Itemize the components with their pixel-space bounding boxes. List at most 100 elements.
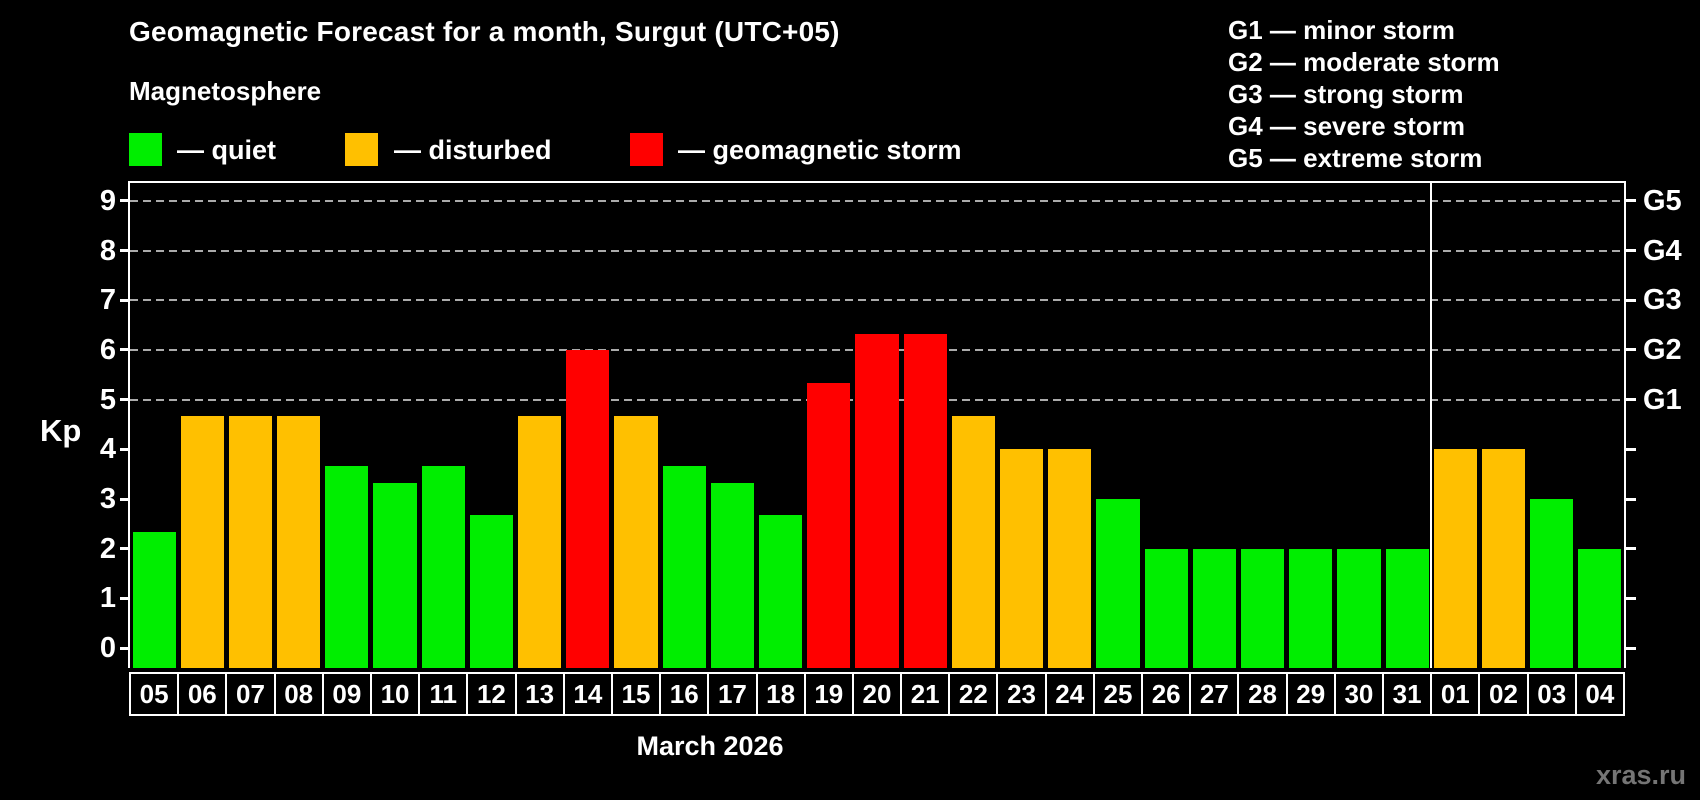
x-label-day-06: 06 <box>177 672 228 716</box>
y-tick-left-2 <box>120 547 130 551</box>
bar-day-12 <box>469 515 514 668</box>
bar-day-28 <box>1240 548 1285 668</box>
y-tick-label-8: 8 <box>99 234 116 267</box>
bar-day-23 <box>999 449 1044 668</box>
x-label-day-07: 07 <box>225 672 276 716</box>
x-label-day-12: 12 <box>466 672 517 716</box>
y-tick-label-9: 9 <box>99 184 116 217</box>
x-label-day-30: 30 <box>1333 672 1385 716</box>
plot-area <box>128 181 1626 668</box>
y-tick-right-8 <box>1624 249 1636 253</box>
x-label-day-17: 17 <box>707 672 758 716</box>
x-label-day-04: 04 <box>1574 672 1625 716</box>
right-scale-label-G2: G2 <box>1643 333 1682 366</box>
x-axis-title: March 2026 <box>636 731 784 761</box>
storm-scale-line-5: G5 — extreme storm <box>1228 143 1483 173</box>
y-tick-left-1 <box>120 596 130 600</box>
y-tick-label-6: 6 <box>99 333 116 366</box>
month-separator-line <box>1430 183 1433 668</box>
right-scale-label-G3: G3 <box>1643 284 1682 317</box>
y-tick-left-3 <box>120 497 130 501</box>
x-label-day-15: 15 <box>610 672 662 716</box>
quiet-legend-label: — quiet <box>177 135 276 165</box>
bar-day-14 <box>566 349 610 668</box>
legend-title: Magnetosphere <box>129 76 322 106</box>
y-tick-right-9 <box>1624 199 1636 203</box>
storm-scale-line-2: G2 — moderate storm <box>1228 47 1500 77</box>
storm-scale-line-4: G4 — severe storm <box>1228 111 1466 141</box>
bar-day-04 <box>1578 548 1622 668</box>
bar-day-06 <box>180 416 224 668</box>
bar-day-19 <box>807 383 851 668</box>
bar-day-30 <box>1337 548 1381 668</box>
x-label-day-28: 28 <box>1237 672 1288 716</box>
bar-day-10 <box>373 482 417 668</box>
bar-day-25 <box>1096 499 1140 668</box>
x-label-day-11: 11 <box>418 672 469 716</box>
y-tick-label-1: 1 <box>99 582 116 615</box>
x-label-day-01: 01 <box>1430 672 1481 716</box>
bar-day-29 <box>1289 548 1333 668</box>
right-scale-label-G4: G4 <box>1643 234 1682 267</box>
y-tick-left-4 <box>120 447 130 451</box>
x-label-day-19: 19 <box>803 672 854 716</box>
storm-scale-legend: G1 — minor storm G2 — moderate storm G3 — … <box>1228 14 1500 174</box>
x-label-day-05: 05 <box>129 672 180 716</box>
x-label-day-10: 10 <box>369 672 421 716</box>
bar-day-01 <box>1433 449 1477 668</box>
bar-day-09 <box>325 465 369 668</box>
y-tick-left-9 <box>120 199 130 203</box>
bar-day-26 <box>1144 548 1188 668</box>
x-label-day-16: 16 <box>659 672 710 716</box>
x-label-day-18: 18 <box>755 672 806 716</box>
y-tick-left-8 <box>120 249 130 253</box>
disturbed-legend-swatch <box>345 133 378 166</box>
right-scale-label-G5: G5 <box>1643 184 1682 217</box>
bar-day-08 <box>277 416 321 668</box>
storm-scale-line-3: G3 — strong storm <box>1228 79 1464 109</box>
bar-day-27 <box>1192 548 1236 668</box>
bar-day-05 <box>132 532 176 668</box>
x-label-day-26: 26 <box>1141 672 1192 716</box>
right-scale-label-G1: G1 <box>1643 383 1682 416</box>
x-label-day-02: 02 <box>1478 672 1529 716</box>
grid-line-kp8 <box>130 249 1624 252</box>
y-tick-right-6 <box>1624 348 1636 352</box>
bar-day-03 <box>1530 499 1574 668</box>
y-tick-label-2: 2 <box>99 532 116 565</box>
disturbed-legend-label: — disturbed <box>394 135 552 165</box>
chart-title: Geomagnetic Forecast for a month, Surgut… <box>129 16 840 47</box>
bar-day-11 <box>421 465 465 668</box>
x-label-day-20: 20 <box>851 672 903 716</box>
y-tick-label-3: 3 <box>99 483 116 516</box>
bar-day-21 <box>903 333 947 668</box>
bar-day-22 <box>951 416 995 668</box>
grid-line-kp7 <box>130 299 1624 302</box>
bar-day-02 <box>1481 449 1526 668</box>
bar-day-20 <box>855 333 899 668</box>
x-label-day-23: 23 <box>996 672 1047 716</box>
y-tick-label-0: 0 <box>99 632 116 665</box>
bar-day-15 <box>614 416 658 668</box>
y-tick-left-6 <box>120 348 130 352</box>
storm-scale-line-1: G1 — minor storm <box>1228 15 1455 45</box>
bar-day-18 <box>759 515 803 668</box>
y-tick-right-5 <box>1624 398 1636 402</box>
x-label-day-24: 24 <box>1044 672 1095 716</box>
y-tick-right-2 <box>1624 547 1636 551</box>
x-label-day-29: 29 <box>1285 672 1336 716</box>
y-tick-right-1 <box>1624 596 1636 600</box>
bar-day-07 <box>228 416 273 668</box>
grid-line-kp9 <box>130 199 1624 202</box>
x-label-day-03: 03 <box>1526 672 1577 716</box>
x-label-day-27: 27 <box>1189 672 1240 716</box>
y-tick-left-5 <box>120 398 130 402</box>
bar-day-24 <box>1048 449 1092 668</box>
quiet-legend-swatch <box>129 133 162 166</box>
x-label-day-25: 25 <box>1092 672 1144 716</box>
y-tick-left-0 <box>120 646 130 650</box>
x-label-day-31: 31 <box>1382 672 1433 716</box>
bar-day-13 <box>518 416 562 668</box>
bar-day-17 <box>710 482 754 668</box>
